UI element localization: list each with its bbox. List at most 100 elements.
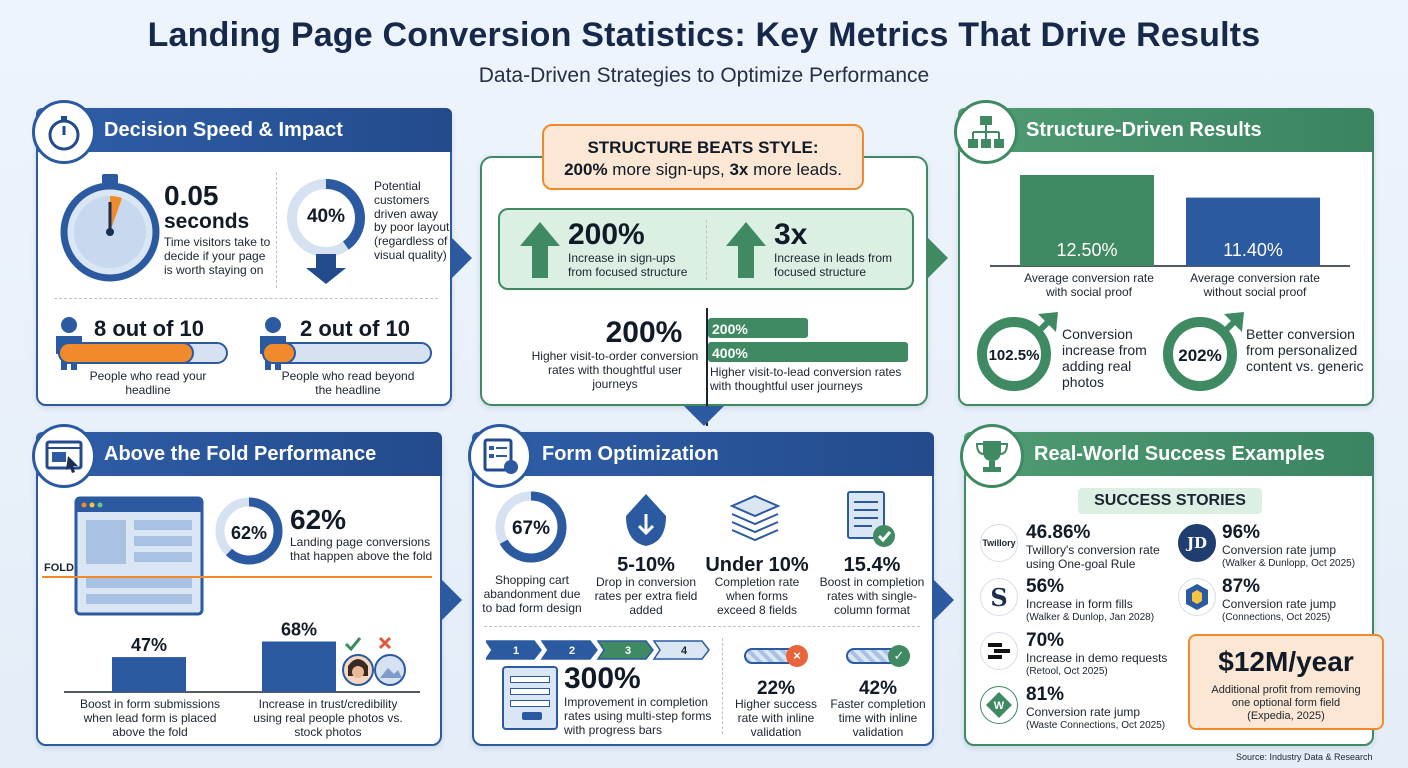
story-desc: Conversion rate jump [1222,543,1337,557]
faster-value: 42% [858,678,898,699]
retool-logo [980,632,1018,670]
photos-value: 102.5% [988,347,1040,364]
progress-step [540,640,598,660]
fold-big-value: 62% [290,504,347,535]
ring-value: 40% [306,206,346,227]
read-bar-fill [58,342,194,364]
drop-off-ring [287,179,365,284]
story-source: (Walker & Dunlopp, Oct 2025) [1222,558,1356,569]
chart-bar [262,641,336,692]
progress-step-label: 3 [625,645,631,657]
trust-desc: Increase in trust/credibility using real… [253,697,403,739]
chart-value-label: 11.40% [1223,240,1283,260]
form-icon [468,424,532,488]
layers-icon [729,494,781,542]
seconds-desc: Time visitors take to decide if your pag… [164,235,271,277]
lead-bar-label: 400% [712,345,748,361]
ring-desc: Potential customers driven away by poor … [374,179,450,262]
structure-callout: STRUCTURE BEATS STYLE: 200% more sign-up… [542,124,864,190]
page-subtitle: Data-Driven Strategies to Optimize Perfo… [478,64,930,87]
seconds-value: 0.05 [164,180,219,211]
progress-step [596,640,654,660]
profit-desc: Additional profit from removing one opti… [1211,684,1361,723]
multistep-value: 300% [564,662,641,695]
photos-desc: Conversion increase from adding real pho… [1062,326,1147,391]
flow-arrow-icon [934,580,954,620]
chart-bar [1020,175,1154,266]
flow-arrow-icon [442,580,462,620]
personal-desc: Better conversion from personalized cont… [1246,326,1364,375]
trophy-icon [960,424,1024,488]
story-desc: Conversion rate jump [1222,597,1337,611]
lead-bar: 400% [708,342,908,362]
order-desc: Higher visit-to-order conversion rates w… [531,349,699,391]
form-header-label: Form Optimization [542,442,719,465]
profit-callout: $12M/year Additional profit from removin… [1188,634,1384,730]
form-header: Form Optimization [472,432,934,476]
inline-value: 22% [756,678,796,699]
progress-step [486,640,542,660]
results-card: Structure-Driven Results 12.50% 11.40% Av… [954,100,1374,406]
waste-connections-logo: W [980,686,1018,724]
cart-desc: Shopping cart abandonment due to bad for… [482,573,582,615]
page-title: Landing Page Conversion Statistics: Key … [147,16,1261,54]
progress-step-label: 4 [681,645,688,657]
story-desc: Conversion rate jump [1026,705,1141,719]
stopwatch-illustration-icon [60,174,160,282]
fold-ring-value: 62% [230,523,268,543]
flow-arrow-down-icon [684,406,724,426]
form-above-fold-desc: Boost in form submissions when lead form… [79,697,221,739]
read-desc: People who read your headline [89,369,207,397]
story-source: (Walker & Dunlop, Jan 2028) [1026,612,1155,623]
arrow-up-icon [520,222,560,278]
personal-value: 202% [1178,346,1222,365]
progress-step-label: 2 [569,645,575,657]
growth-ring-icon [1163,312,1244,391]
arrow-up-icon [726,222,766,278]
progress-step [652,640,710,660]
story-source: (Connections, Oct 2025) [1222,612,1331,623]
callout-line1: STRUCTURE BEATS STYLE: [587,138,819,157]
cart-ring [495,491,567,563]
fold-bar-chart: 47% 68% [64,620,420,693]
success-badge: SUCCESS STORIES [1078,488,1262,514]
walker-dunlopp-logo: JD [1178,524,1216,562]
fold-ring [215,497,283,565]
walker-dunlop-logo: S [980,578,1018,616]
callout-line2: 200% more sign-ups, 3x more leads. [564,160,842,179]
story-value: 96% [1222,522,1261,543]
twillory-logo: Twillory [980,524,1018,562]
order-bar-label: 200% [712,321,748,337]
progress-steps: 1 2 3 4 [486,640,710,660]
drop-icon [626,494,666,546]
fold-header-label: Above the Fold Performance [104,442,377,465]
cart-value: 67% [511,518,551,539]
inline-desc: Higher success rate with inline validati… [734,697,818,739]
fold-big-desc: Landing page conversions that happen abo… [290,535,433,563]
fold-label: FOLD [44,562,74,574]
story-value: 56% [1026,576,1065,597]
order-chart-axis [706,308,708,426]
browser-window-icon [74,496,204,616]
read-value: 8 out of 10 [94,316,205,341]
flow-arrow-icon [452,238,472,278]
story-value: 46.86% [1026,522,1091,543]
results-header-label: Structure-Driven Results [1026,118,1262,141]
social-proof-chart: 12.50% 11.40% [990,175,1350,267]
fold-card: Above the Fold Performance FOLD 62% 62% … [32,424,442,746]
flow-arrow-icon [928,238,948,278]
check-icon: ✓ [888,645,910,667]
story-value: 70% [1026,630,1065,651]
drop-value: 5-10% [617,554,675,576]
source-note: Source: Industry Data & Research [1236,752,1373,762]
chart-bar [1186,197,1320,266]
faster-desc: Faster completion time with inline valid… [830,697,926,739]
svg-text:W: W [994,700,1005,712]
story-value: 81% [1026,684,1065,705]
story-value: 87% [1222,576,1261,597]
lead-desc: Higher visit-to-lead conversion rates wi… [710,365,902,393]
completion-desc: Completion rate when forms exceed 8 fiel… [714,575,800,617]
leads-value: 3x [774,218,808,251]
chart-bar [112,657,186,692]
signups-desc: Increase in sign-ups from focused struct… [568,251,688,279]
